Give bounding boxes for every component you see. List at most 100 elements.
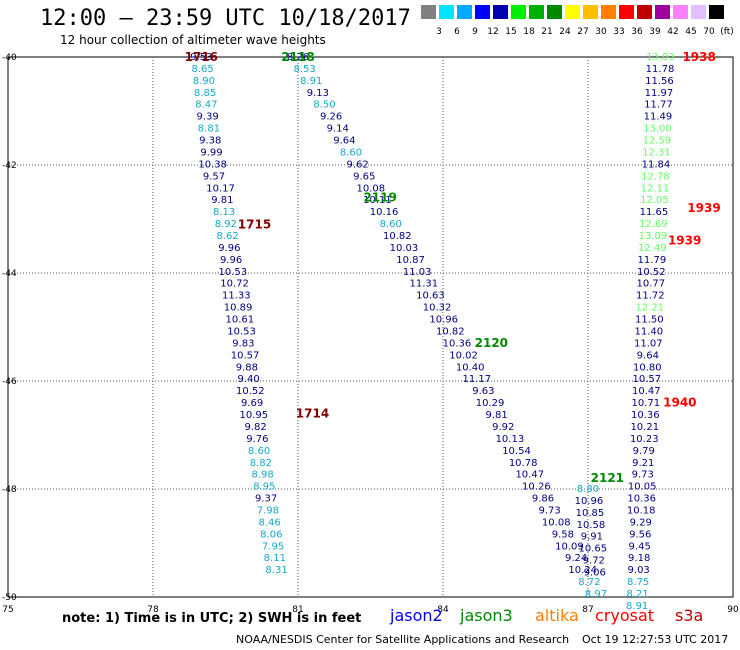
colorbar-label: 33 (613, 27, 625, 37)
wave-height-value: 8.26 (287, 52, 309, 63)
wave-height-value: 8.85 (194, 88, 216, 99)
wave-height-value: 10.57 (231, 350, 260, 361)
track-label: 2120 (475, 336, 508, 350)
wave-height-value: 8.90 (193, 76, 215, 87)
wave-height-value: 9.53 (190, 52, 212, 63)
wave-height-value: 9.72 (583, 556, 605, 567)
wave-height-value: 9.79 (633, 446, 655, 457)
wave-height-value: 8.46 (258, 517, 280, 528)
wave-height-value: 9.38 (199, 136, 221, 147)
wave-height-value: 11.72 (636, 291, 665, 302)
colorbar-label: 12 (487, 27, 499, 37)
wave-height-value: 10.29 (476, 398, 505, 409)
colorbar-swatch (637, 5, 652, 19)
wave-height-value: 8.98 (251, 470, 273, 481)
wave-height-value: 12.69 (639, 219, 668, 230)
track-label: 1939 (687, 201, 720, 215)
wave-height-value: 10.58 (577, 520, 606, 531)
track-label: 2119 (363, 190, 396, 204)
wave-height-value: 11.31 (409, 279, 438, 290)
wave-height-value: 8.82 (250, 458, 272, 469)
wave-height-value: 10.63 (416, 291, 445, 302)
satellite-legend-jason2: jason2 (390, 606, 443, 625)
wave-height-value: 10.53 (219, 267, 248, 278)
colorbar-swatch (439, 5, 454, 19)
footnote: note: 1) Time is in UTC; 2) SWH is in fe… (62, 611, 362, 626)
wave-height-value: 9.73 (538, 505, 560, 516)
wave-height-value: 10.09 (555, 541, 584, 552)
wave-height-value: 11.79 (638, 255, 667, 266)
wave-height-value: 9.64 (333, 136, 355, 147)
wave-height-value: 10.36 (631, 410, 660, 421)
wave-height-value: 10.18 (627, 505, 656, 516)
colorbar-label: 36 (631, 27, 643, 37)
wave-height-value: 13.09 (639, 231, 668, 242)
colorbar-label: 24 (559, 27, 571, 37)
wave-height-value: 9.40 (237, 374, 259, 385)
wave-height-value: 9.45 (629, 541, 651, 552)
colorbar-swatch (709, 5, 724, 19)
wave-height-value: 12.05 (640, 195, 669, 206)
colorbar-swatch (655, 5, 670, 19)
wave-height-value: 8.53 (293, 64, 315, 75)
wave-height-value: 10.77 (637, 279, 666, 290)
x-tick-label: 81 (292, 605, 303, 615)
wave-height-value: 10.36 (443, 338, 472, 349)
colorbar-swatch (421, 5, 436, 19)
wave-height-value: 10.24 (568, 565, 597, 576)
wave-height-value: 10.53 (227, 326, 256, 337)
wave-height-value: 8.13 (213, 207, 235, 218)
x-tick-label: 78 (147, 605, 159, 615)
wave-height-value: 9.81 (211, 195, 233, 206)
wave-height-value: 10.96 (575, 496, 604, 507)
wave-height-value: 12.31 (642, 147, 671, 158)
wave-height-value: 9.57 (203, 171, 225, 182)
wave-height-value: 10.47 (515, 470, 544, 481)
wave-height-value: 9.99 (200, 147, 222, 158)
wave-height-value: 11.97 (645, 88, 674, 99)
colorbar-label: 70 (703, 27, 715, 37)
wave-height-value: 10.17 (206, 183, 235, 194)
wave-height-value: 12.11 (641, 183, 670, 194)
wave-height-value: 10.87 (396, 255, 425, 266)
wave-height-value: 10.16 (370, 207, 399, 218)
wave-height-value: 8.06 (260, 529, 282, 540)
wave-height-value: 12.21 (636, 303, 665, 314)
colorbar-swatch (691, 5, 706, 19)
wave-height-value: 8.80 (577, 484, 599, 495)
track-label: 1714 (296, 406, 329, 420)
wave-height-value: 8.60 (248, 446, 270, 457)
wave-height-value: 10.38 (198, 159, 227, 170)
wave-height-value: 9.29 (630, 517, 652, 528)
wave-height-value: 8.50 (313, 100, 335, 111)
x-tick-label: 90 (727, 605, 739, 615)
wave-height-value: 10.95 (240, 410, 269, 421)
y-tick-label: -44 (2, 269, 17, 279)
wave-height-value: 8.95 (253, 482, 275, 493)
colorbar-label: 15 (505, 27, 517, 37)
wave-height-value: 8.21 (627, 589, 649, 600)
colorbar-label: 27 (577, 27, 589, 37)
wave-height-value: 8.65 (191, 64, 213, 75)
wave-height-value: 9.14 (327, 124, 349, 135)
wave-height-value: 10.21 (630, 422, 659, 433)
wave-height-value: 10.52 (236, 386, 265, 397)
satellite-legend-s3a: s3a (675, 606, 704, 625)
colorbar-label: 45 (685, 27, 697, 37)
wave-height-value: 9.64 (637, 350, 659, 361)
wave-height-value: 11.03 (403, 267, 432, 278)
track-label: 2121 (591, 471, 624, 485)
y-tick-label: -42 (2, 161, 17, 171)
satellite-legend-jason3: jason3 (460, 606, 513, 625)
colorbar-swatch (601, 5, 616, 19)
wave-height-value: 10.72 (220, 279, 249, 290)
wave-height-value: 10.89 (224, 303, 253, 314)
wave-height-value: 10.32 (423, 303, 452, 314)
wave-height-value: 10.82 (383, 231, 412, 242)
wave-height-value: 9.76 (246, 434, 268, 445)
wave-height-value: 11.33 (222, 291, 251, 302)
wave-height-value: 10.80 (633, 362, 662, 373)
wave-height-value: 10.82 (436, 326, 465, 337)
